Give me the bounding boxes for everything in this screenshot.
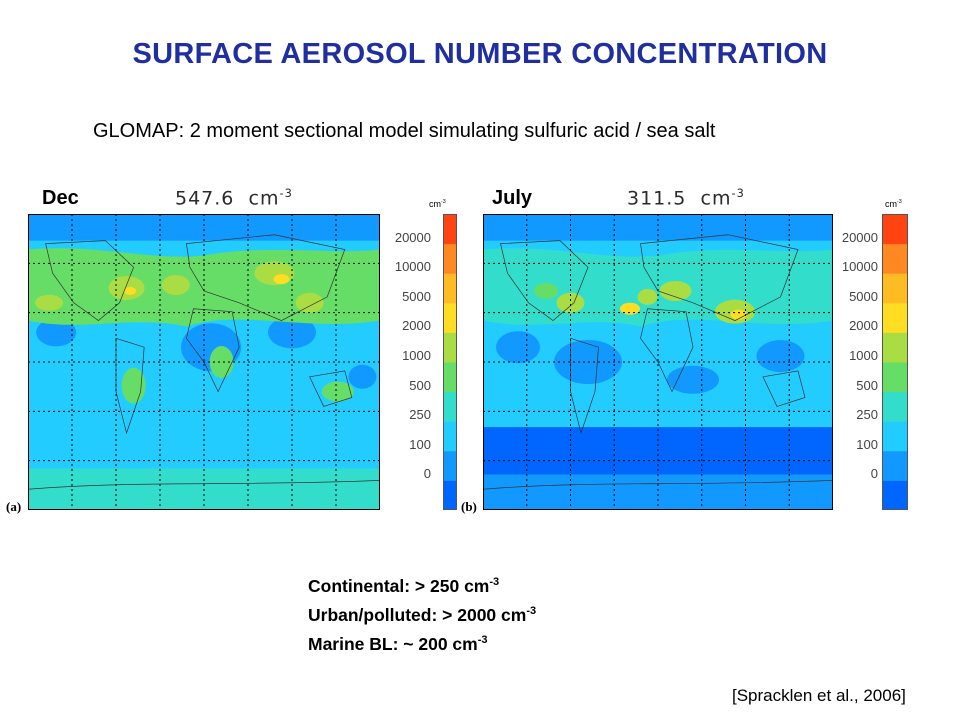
high-concentration-region (534, 282, 558, 299)
colorbar-tick-label: 100 (856, 436, 878, 452)
colorbar-tick-label: 5000 (849, 288, 878, 304)
coastline (45, 240, 135, 322)
high-concentration-region (254, 261, 295, 286)
high-concentration-region (620, 302, 640, 315)
colorbar-segment (443, 243, 457, 274)
colorbar-segment (882, 450, 908, 481)
colorbar-segment (882, 362, 908, 393)
map-label-dec: Dec (42, 187, 79, 209)
colorbar-tick-label: 2000 (849, 318, 878, 334)
coastline (640, 234, 799, 321)
colorbar-segment (882, 273, 908, 304)
colorbar-segment (882, 302, 908, 333)
page-title: SURFACE AEROSOL NUMBER CONCENTRATION (132, 38, 828, 70)
colorbar-segment (443, 302, 457, 333)
note-continental: Continental: > 250 cm-3 (308, 575, 500, 596)
coastline (186, 308, 240, 393)
colorbar-july (882, 214, 908, 510)
colorbar-unit-b: cm-3 (885, 199, 902, 209)
colorbar-tick-label: 10000 (394, 259, 431, 275)
coastline (570, 337, 599, 435)
colorbar-segment (443, 214, 457, 245)
arctic-band (483, 214, 833, 241)
arctic-band (28, 214, 380, 241)
colorbar-segment (443, 450, 457, 481)
colorbar-tick-label: 250 (856, 407, 878, 423)
colorbar-tick-label: 100 (409, 436, 431, 452)
map-frame (483, 214, 833, 510)
colorbar-segment (882, 421, 908, 452)
high-concentration-region (161, 275, 190, 296)
high-concentration-region (124, 286, 137, 295)
low-concentration-region (268, 316, 316, 349)
coastline (640, 308, 694, 393)
note-marine: Marine BL: ~ 200 cm-3 (308, 633, 488, 654)
high-concentration-region (556, 292, 585, 313)
notes: Continental: > 250 cm-3 Urban/polluted: … (308, 570, 536, 656)
high-concentration-region (209, 346, 234, 378)
mean-value-dec: 547.6 cm-3 (175, 186, 293, 210)
colorbar-segment (443, 480, 457, 510)
colorbar-tick-label: 0 (423, 466, 431, 482)
colorbar-segment (882, 332, 908, 363)
panel-letter-a: (a) (6, 499, 22, 514)
colorbar-segment (882, 480, 908, 510)
colorbar-tick-label: 20000 (841, 229, 878, 245)
high-concentration-region (295, 292, 324, 313)
colorbar-segment (443, 332, 457, 363)
colorbar-dec (443, 214, 457, 510)
panel-letter-b: (b) (461, 499, 477, 514)
coastline (762, 370, 806, 407)
coastline (483, 480, 833, 490)
mean-value-july: 311.5 cm-3 (627, 186, 745, 210)
colorbar-segment (882, 243, 908, 274)
colorbar-segment (443, 391, 457, 422)
note-urban: Urban/polluted: > 2000 cm-3 (308, 604, 537, 625)
coastline (28, 480, 380, 490)
colorbar-tick-label: 500 (856, 377, 878, 393)
map-label-july: July (492, 187, 533, 209)
colorbar-tick-label: 1000 (402, 348, 431, 364)
high-concentration-region (321, 381, 354, 402)
coastline (500, 240, 589, 322)
low-concentration-region (496, 331, 540, 364)
high-concentration-region (273, 274, 290, 285)
colorbar-unit-a: cm-3 (429, 199, 446, 209)
high-concentration-region (659, 280, 692, 301)
low-concentration-region (348, 364, 377, 389)
low-concentration-region (667, 365, 719, 394)
colorbar-segment (443, 362, 457, 393)
colorbar-tick-label: 1000 (849, 348, 878, 364)
low-concentration-region (756, 340, 805, 373)
low-concentration-region (36, 318, 77, 347)
colorbar-tick-label: 20000 (394, 229, 431, 245)
map-dec (28, 214, 380, 510)
map-july (483, 214, 833, 510)
subtitle: GLOMAP: 2 moment sectional model simulat… (93, 120, 716, 142)
colorbar-tick-label: 0 (870, 466, 878, 482)
colorbar-tick-label: 10000 (841, 259, 878, 275)
colorbar-tick-label: 250 (409, 407, 431, 423)
coastline (185, 234, 346, 321)
colorbar-tick-label: 500 (409, 377, 431, 393)
high-concentration-region (637, 288, 658, 305)
colorbar-segment (443, 421, 457, 452)
coastline (115, 337, 145, 435)
high-concentration-region (35, 294, 64, 311)
colorbar-segment (882, 391, 908, 422)
colorbar-tick-label: 5000 (402, 288, 431, 304)
high-concentration-region (730, 309, 747, 320)
coastline (309, 370, 353, 407)
map-frame (28, 214, 380, 510)
citation: [Spracklen et al., 2006] (732, 686, 906, 705)
colorbar-segment (443, 273, 457, 304)
colorbar-tick-label: 2000 (402, 318, 431, 334)
colorbar-segment (882, 214, 908, 245)
